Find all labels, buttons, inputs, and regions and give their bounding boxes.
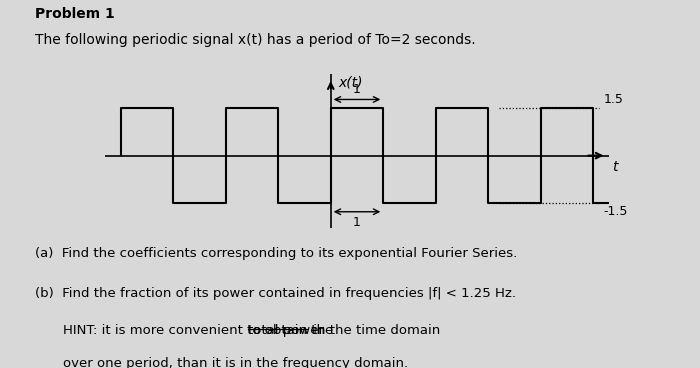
Text: 1: 1	[353, 216, 361, 229]
Text: (b)  Find the fraction of its power contained in frequencies |f| < 1.25 Hz.: (b) Find the fraction of its power conta…	[35, 287, 516, 300]
Text: over one period, than it is in the frequency domain.: over one period, than it is in the frequ…	[63, 357, 408, 368]
Text: (a)  Find the coefficients corresponding to its exponential Fourier Series.: (a) Find the coefficients corresponding …	[35, 247, 517, 259]
Text: total power: total power	[248, 324, 324, 337]
Text: Problem 1: Problem 1	[35, 7, 115, 21]
Text: 1: 1	[353, 83, 361, 96]
Text: 1.5: 1.5	[603, 93, 624, 106]
Text: x(t): x(t)	[339, 75, 363, 89]
Text: -1.5: -1.5	[603, 205, 628, 219]
Text: in the time domain: in the time domain	[309, 324, 440, 337]
Text: t: t	[612, 160, 617, 174]
Text: HINT: it is more convenient to obtain the: HINT: it is more convenient to obtain th…	[63, 324, 337, 337]
Text: The following periodic signal x(t) has a period of To=2 seconds.: The following periodic signal x(t) has a…	[35, 33, 475, 47]
